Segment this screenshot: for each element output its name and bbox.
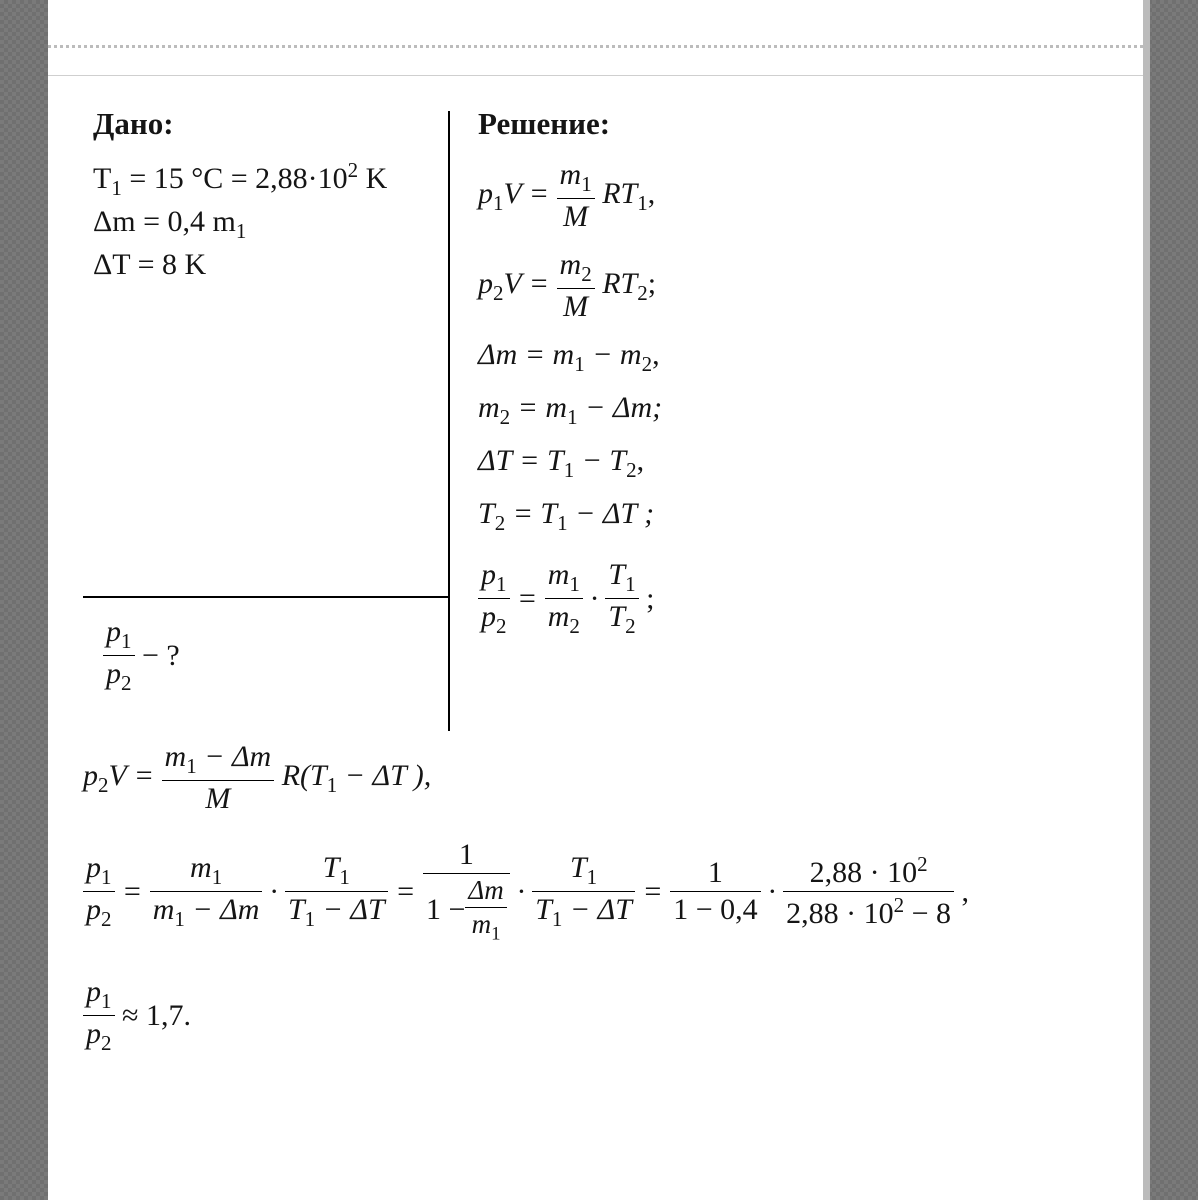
- eq-dT: ΔT = T1 − T2,: [478, 444, 1118, 483]
- solution-column: Решение: p1V = m1 M RT1, p2V =: [478, 106, 1118, 643]
- given-line-2: Δm = 0,4 m1: [93, 205, 438, 244]
- top-dotted-rule: [48, 45, 1143, 48]
- given-column: Дано: T1 = 15 °C = 2,88·102 K Δm = 0,4 m…: [93, 106, 438, 286]
- derivation-3: p1 p2 ≈ 1,7.: [83, 975, 1108, 1056]
- question-block: p1 p2 − ?: [103, 611, 180, 700]
- page: Дано: T1 = 15 °C = 2,88·102 K Δm = 0,4 m…: [48, 0, 1143, 1200]
- two-column-block: Дано: T1 = 15 °C = 2,88·102 K Δm = 0,4 m…: [83, 106, 1108, 726]
- eq-dm: Δm = m1 − m2,: [478, 338, 1118, 377]
- given-line-1: T1 = 15 °C = 2,88·102 K: [93, 158, 438, 201]
- vertical-divider: [448, 111, 450, 731]
- horizontal-divider: [83, 596, 448, 598]
- question-fraction: p1 p2: [103, 615, 135, 696]
- derivation-2: p1 p2 = m1 m1 − Δm · T1 T1 − ΔT: [83, 838, 1108, 945]
- derivation-block: p2V = m1 − Δm M R(T1 − ΔT ), p1 p2 =: [83, 740, 1108, 1056]
- solution-heading: Решение:: [478, 106, 1118, 142]
- viewport: Дано: T1 = 15 °C = 2,88·102 K Δm = 0,4 m…: [0, 0, 1198, 1200]
- eq-p2v: p2V = m2 M RT2;: [478, 248, 1118, 324]
- eq-p1v: p1V = m1 M RT1,: [478, 158, 1118, 234]
- content-sheet: Дано: T1 = 15 °C = 2,88·102 K Δm = 0,4 m…: [48, 75, 1143, 1200]
- derivation-1: p2V = m1 − Δm M R(T1 − ΔT ),: [83, 740, 1108, 816]
- eq-T2: T2 = T1 − ΔT ;: [478, 497, 1118, 536]
- eq-ratio: p1 p2 = m1 m2 · T1: [478, 558, 1118, 639]
- eq-m2: m2 = m1 − Δm;: [478, 391, 1118, 430]
- given-line-3: ΔT = 8 K: [93, 248, 438, 282]
- given-heading: Дано:: [93, 106, 438, 142]
